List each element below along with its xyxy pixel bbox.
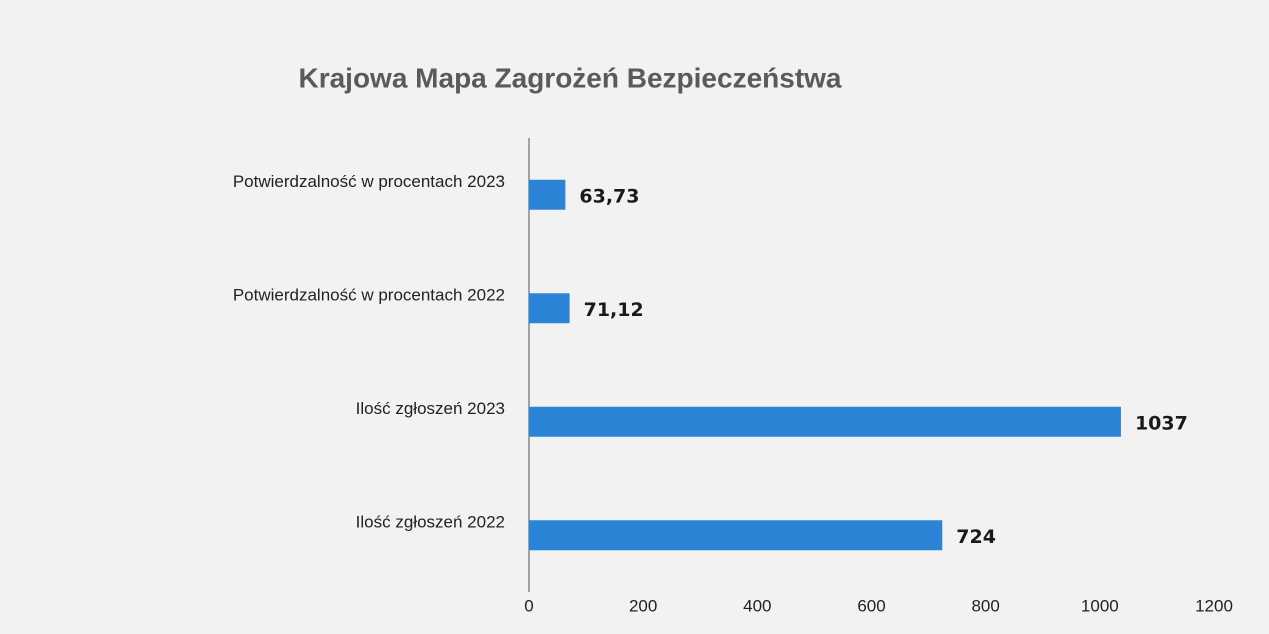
y-tick-label: Potwierdzalność w procentach 2023 bbox=[233, 172, 505, 191]
y-tick-label: Potwierdzalność w procentach 2022 bbox=[233, 286, 505, 305]
value-label: 63,73 bbox=[579, 185, 639, 207]
x-tick-label: 0 bbox=[524, 596, 533, 615]
x-tick-label: 800 bbox=[971, 596, 999, 615]
y-tick-label: Ilość zgłoszeń 2023 bbox=[356, 399, 505, 418]
x-tick-label: 400 bbox=[743, 596, 771, 615]
x-tick-label: 600 bbox=[857, 596, 885, 615]
value-label: 1037 bbox=[1135, 412, 1188, 434]
bar bbox=[529, 293, 570, 324]
bar bbox=[529, 406, 1121, 437]
x-tick-label: 1200 bbox=[1195, 596, 1233, 615]
x-tick-label: 200 bbox=[629, 596, 657, 615]
value-label: 71,12 bbox=[584, 299, 644, 321]
value-label: 724 bbox=[956, 526, 996, 548]
bar bbox=[529, 179, 566, 210]
y-tick-label: Ilość zgłoszeń 2022 bbox=[356, 513, 505, 532]
bar bbox=[529, 520, 943, 551]
chart-title: Krajowa Mapa Zagrożeń Bezpieczeństwa bbox=[298, 62, 841, 93]
x-tick-label: 1000 bbox=[1081, 596, 1119, 615]
